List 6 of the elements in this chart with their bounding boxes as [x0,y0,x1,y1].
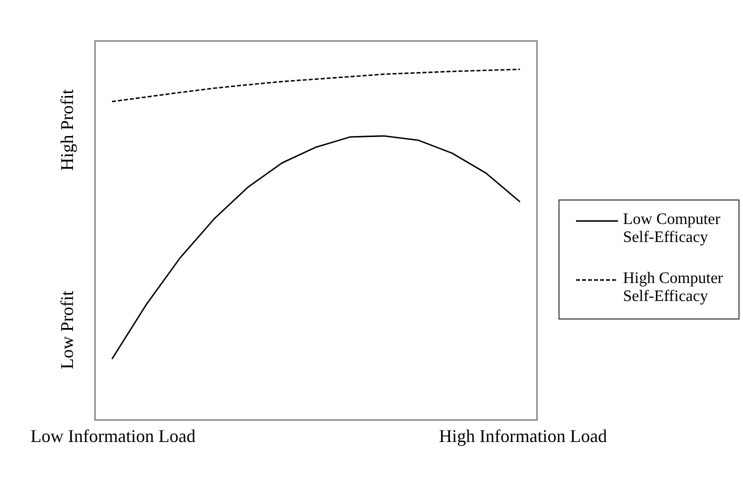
text: Low Profit [57,290,77,370]
text: High Profit [57,89,77,171]
legend-label: Low Computer Self-Efficacy [623,211,721,246]
text: High Information Load [439,426,607,446]
legend-label: High Computer Self-Efficacy [623,270,724,305]
text: Low Information Load [30,426,196,446]
